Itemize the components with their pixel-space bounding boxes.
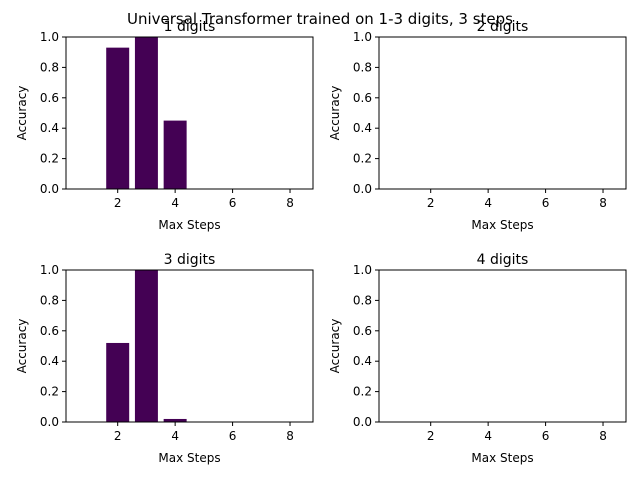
bar-steps-4 [163, 418, 187, 422]
x-tick-label: 4 [171, 429, 179, 443]
bar-steps-2 [106, 47, 130, 189]
y-tick-label: 1.0 [40, 30, 59, 44]
x-tick-label: 2 [427, 429, 435, 443]
axes-frame [65, 269, 314, 423]
figure-suptitle: Universal Transformer trained on 1-3 dig… [127, 10, 513, 28]
subplot-1: 0.0 0.2 0.4 0.6 0.8 1.0 2 4 6 8 1 digits Max Steps A… [15, 19, 314, 232]
y-tick-label: 0.4 [353, 354, 372, 368]
y-tick-label: 0.4 [40, 121, 59, 135]
bar-steps-3 [134, 270, 158, 422]
y-tick-label: 0.6 [40, 91, 59, 105]
x-tick-label: 2 [427, 196, 435, 210]
bar-steps-4 [163, 120, 187, 189]
y-axis-label: Accuracy [15, 319, 29, 374]
y-tick-label: 0.0 [353, 415, 372, 429]
y-tick-label: 0.0 [40, 415, 59, 429]
y-axis-label: Accuracy [328, 319, 342, 374]
subplot-4: 0.0 0.2 0.4 0.6 0.8 1.0 2 4 6 8 4 digits Max Steps A… [328, 252, 627, 465]
y-tick-label: 0.4 [353, 121, 372, 135]
axes-frame [378, 36, 627, 190]
x-axis-label: Max Steps [471, 451, 533, 465]
x-tick-label: 6 [542, 429, 550, 443]
y-tick-label: 1.0 [40, 263, 59, 277]
y-tick-label: 0.2 [40, 385, 59, 399]
x-tick-label: 6 [229, 429, 237, 443]
subplot-title: 2 digits [477, 19, 529, 35]
y-axis-label: Accuracy [328, 86, 342, 141]
y-tick-label: 0.8 [40, 293, 59, 307]
x-tick-label: 8 [599, 429, 607, 443]
y-tick-label: 0.4 [40, 354, 59, 368]
bar-steps-3 [134, 37, 158, 189]
x-tick-label: 4 [484, 429, 492, 443]
x-axis-label: Max Steps [158, 218, 220, 232]
subplot-grid: 0.0 0.2 0.4 0.6 0.8 1.0 2 4 6 8 1 digits Max Steps A… [15, 19, 627, 465]
bar-steps-2 [106, 342, 130, 422]
y-tick-label: 0.6 [353, 91, 372, 105]
subplot-2: 0.0 0.2 0.4 0.6 0.8 1.0 2 4 6 8 2 digits Max Steps A… [328, 19, 627, 232]
x-tick-label: 2 [114, 429, 122, 443]
y-tick-label: 0.8 [353, 293, 372, 307]
y-tick-label: 0.8 [353, 60, 372, 74]
y-tick-label: 0.6 [40, 324, 59, 338]
y-axis-label: Accuracy [15, 86, 29, 141]
subplot-3: 0.0 0.2 0.4 0.6 0.8 1.0 2 4 6 8 3 digits Max Steps A… [15, 252, 314, 465]
x-axis-label: Max Steps [471, 218, 533, 232]
y-tick-label: 1.0 [353, 30, 372, 44]
y-tick-label: 0.2 [40, 152, 59, 166]
subplot-title: 1 digits [164, 19, 216, 35]
y-tick-label: 0.0 [40, 182, 59, 196]
x-tick-label: 8 [599, 196, 607, 210]
y-tick-label: 0.6 [353, 324, 372, 338]
x-tick-label: 8 [286, 196, 294, 210]
y-tick-label: 0.2 [353, 385, 372, 399]
y-tick-label: 0.0 [353, 182, 372, 196]
subplot-title: 4 digits [477, 252, 529, 268]
subplot-title: 3 digits [164, 252, 216, 268]
x-tick-label: 4 [171, 196, 179, 210]
x-tick-label: 4 [484, 196, 492, 210]
x-axis-label: Max Steps [158, 451, 220, 465]
axes-frame [65, 36, 314, 190]
y-tick-label: 1.0 [353, 263, 372, 277]
axes-frame [378, 269, 627, 423]
x-tick-label: 8 [286, 429, 294, 443]
x-tick-label: 6 [542, 196, 550, 210]
y-tick-label: 0.2 [353, 152, 372, 166]
x-tick-label: 2 [114, 196, 122, 210]
y-tick-label: 0.8 [40, 60, 59, 74]
x-tick-label: 6 [229, 196, 237, 210]
